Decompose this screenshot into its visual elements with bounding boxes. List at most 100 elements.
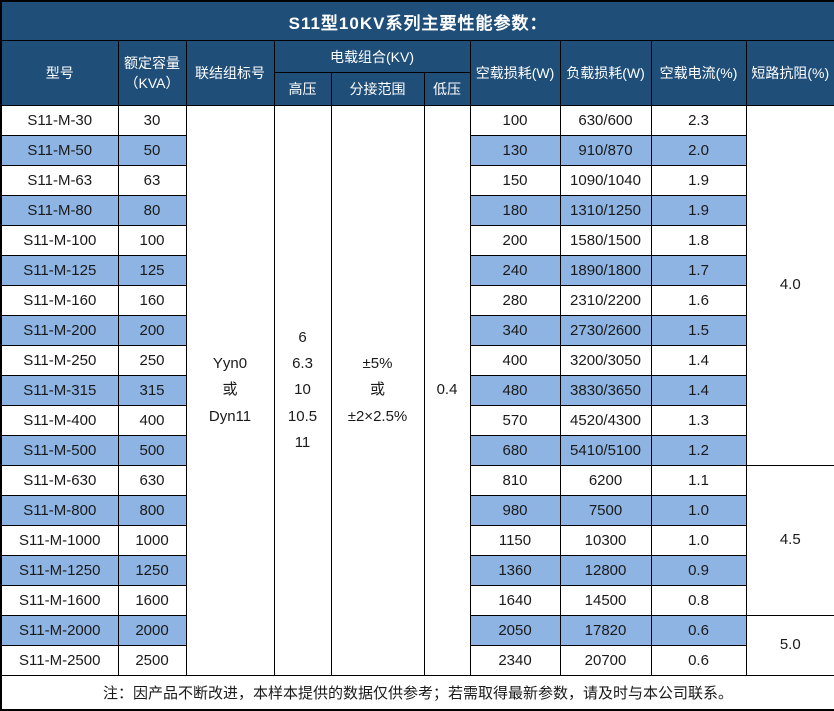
header-capacity: 额定容量 （KVA） bbox=[117, 40, 187, 106]
no-load-loss-cell: 400 bbox=[469, 345, 561, 376]
no-load-loss-cell: 1150 bbox=[469, 525, 561, 556]
no-load-current-cell: 1.4 bbox=[650, 375, 747, 406]
model-cell: S11-M-315 bbox=[0, 375, 119, 406]
capacity-cell: 80 bbox=[117, 195, 187, 226]
no-load-current-cell: 1.5 bbox=[650, 315, 747, 346]
connection-cell: Yyn0 或 Dyn11 bbox=[185, 105, 275, 676]
no-load-loss-cell: 340 bbox=[469, 315, 561, 346]
table-row: S11-M-200 200 340 2730/2600 1.5 bbox=[0, 315, 834, 346]
load-loss-cell: 1310/1250 bbox=[559, 195, 652, 226]
no-load-current-cell: 1.2 bbox=[650, 435, 747, 466]
table-row: S11-M-1250 1250 1360 12800 0.9 bbox=[0, 555, 834, 586]
header-hv: 高压 bbox=[273, 72, 332, 106]
no-load-loss-cell: 240 bbox=[469, 255, 561, 286]
no-load-current-cell: 0.9 bbox=[650, 555, 747, 586]
load-loss-cell: 6200 bbox=[559, 465, 652, 496]
table-row: S11-M-630 630 810 6200 1.1 4.5 bbox=[0, 465, 834, 616]
table-row: S11-M-160 160 280 2310/2200 1.6 bbox=[0, 285, 834, 316]
no-load-current-cell: 1.1 bbox=[650, 465, 747, 496]
no-load-current-cell: 1.0 bbox=[650, 495, 747, 526]
load-loss-cell: 3830/3650 bbox=[559, 375, 652, 406]
model-cell: S11-M-50 bbox=[0, 135, 119, 166]
header-voltage-group: 电载组合(KV) bbox=[273, 40, 471, 73]
model-cell: S11-M-125 bbox=[0, 255, 119, 286]
no-load-loss-cell: 280 bbox=[469, 285, 561, 316]
table-row: S11-M-30 30 Yyn0 或 Dyn11 6 6.3 10 10.5 1… bbox=[0, 105, 834, 676]
no-load-loss-cell: 2050 bbox=[469, 615, 561, 646]
header-impedance: 短路抗阻(%) bbox=[745, 40, 834, 106]
model-cell: S11-M-2000 bbox=[0, 615, 119, 646]
note-row: 注：因产品不断改进，本样本提供的数据仅供参考；若需取得最新参数，请及时与本公司联… bbox=[0, 675, 834, 711]
header-tap-range: 分接范围 bbox=[330, 72, 425, 106]
no-load-loss-cell: 980 bbox=[469, 495, 561, 526]
impedance-cell: 4.5 bbox=[745, 465, 834, 616]
impedance-cell: 5.0 bbox=[745, 615, 834, 676]
model-cell: S11-M-30 bbox=[0, 105, 119, 136]
no-load-loss-cell: 810 bbox=[469, 465, 561, 496]
header-row-1: 型号 额定容量 （KVA） 联结组标号 电载组合(KV) 空载损耗(W) 负载损… bbox=[0, 40, 834, 106]
model-cell: S11-M-63 bbox=[0, 165, 119, 196]
table-row: S11-M-400 400 570 4520/4300 1.3 bbox=[0, 405, 834, 436]
no-load-current-cell: 1.7 bbox=[650, 255, 747, 286]
header-load-loss: 负载损耗(W) bbox=[559, 40, 652, 106]
no-load-current-cell: 1.0 bbox=[650, 525, 747, 556]
model-cell: S11-M-630 bbox=[0, 465, 119, 496]
load-loss-cell: 20700 bbox=[559, 645, 652, 676]
capacity-cell: 160 bbox=[117, 285, 187, 316]
capacity-cell: 1000 bbox=[117, 525, 187, 556]
no-load-loss-cell: 100 bbox=[469, 105, 561, 136]
capacity-cell: 1600 bbox=[117, 585, 187, 616]
no-load-loss-cell: 200 bbox=[469, 225, 561, 256]
load-loss-cell: 3200/3050 bbox=[559, 345, 652, 376]
model-cell: S11-M-80 bbox=[0, 195, 119, 226]
hv-cell: 6 6.3 10 10.5 11 bbox=[273, 105, 332, 676]
model-cell: S11-M-1000 bbox=[0, 525, 119, 556]
no-load-loss-cell: 480 bbox=[469, 375, 561, 406]
model-cell: S11-M-1250 bbox=[0, 555, 119, 586]
capacity-cell: 200 bbox=[117, 315, 187, 346]
load-loss-cell: 14500 bbox=[559, 585, 652, 616]
table-row: S11-M-250 250 400 3200/3050 1.4 bbox=[0, 345, 834, 376]
capacity-cell: 500 bbox=[117, 435, 187, 466]
model-cell: S11-M-200 bbox=[0, 315, 119, 346]
load-loss-cell: 5410/5100 bbox=[559, 435, 652, 466]
no-load-current-cell: 2.0 bbox=[650, 135, 747, 166]
model-cell: S11-M-1600 bbox=[0, 585, 119, 616]
load-loss-cell: 2730/2600 bbox=[559, 315, 652, 346]
load-loss-cell: 2310/2200 bbox=[559, 285, 652, 316]
load-loss-cell: 630/600 bbox=[559, 105, 652, 136]
table-row: S11-M-800 800 980 7500 1.0 bbox=[0, 495, 834, 526]
no-load-loss-cell: 1640 bbox=[469, 585, 561, 616]
no-load-loss-cell: 570 bbox=[469, 405, 561, 436]
load-loss-cell: 17820 bbox=[559, 615, 652, 646]
table-row: S11-M-50 50 130 910/870 2.0 bbox=[0, 135, 834, 166]
header-no-load-current: 空载电流(%) bbox=[650, 40, 747, 106]
capacity-cell: 100 bbox=[117, 225, 187, 256]
table-row: S11-M-63 63 150 1090/1040 1.9 bbox=[0, 165, 834, 196]
header-row-2: 高压 分接范围 低压 bbox=[1, 72, 834, 106]
page-title: S11型10KV系列主要性能参数： bbox=[0, 0, 834, 41]
table-row: S11-M-1000 1000 1150 10300 1.0 bbox=[0, 525, 834, 556]
capacity-cell: 800 bbox=[117, 495, 187, 526]
capacity-cell: 630 bbox=[117, 465, 187, 496]
impedance-cell: 4.0 bbox=[745, 105, 834, 466]
load-loss-cell: 1580/1500 bbox=[559, 225, 652, 256]
table-row: S11-M-500 500 680 5410/5100 1.2 bbox=[0, 435, 834, 466]
no-load-current-cell: 0.6 bbox=[650, 645, 747, 676]
no-load-current-cell: 1.9 bbox=[650, 195, 747, 226]
no-load-loss-cell: 150 bbox=[469, 165, 561, 196]
model-cell: S11-M-160 bbox=[0, 285, 119, 316]
capacity-cell: 63 bbox=[117, 165, 187, 196]
load-loss-cell: 10300 bbox=[559, 525, 652, 556]
tap-range-cell: ±5% 或 ±2×2.5% bbox=[330, 105, 425, 676]
no-load-current-cell: 1.6 bbox=[650, 285, 747, 316]
table-row: S11-M-1600 1600 1640 14500 0.8 bbox=[0, 585, 834, 616]
table-row: S11-M-315 315 480 3830/3650 1.4 bbox=[0, 375, 834, 406]
no-load-current-cell: 2.3 bbox=[650, 105, 747, 136]
capacity-cell: 125 bbox=[117, 255, 187, 286]
footnote: 注：因产品不断改进，本样本提供的数据仅供参考；若需取得最新参数，请及时与本公司联… bbox=[0, 675, 834, 711]
capacity-cell: 250 bbox=[117, 345, 187, 376]
model-cell: S11-M-800 bbox=[0, 495, 119, 526]
no-load-loss-cell: 2340 bbox=[469, 645, 561, 676]
